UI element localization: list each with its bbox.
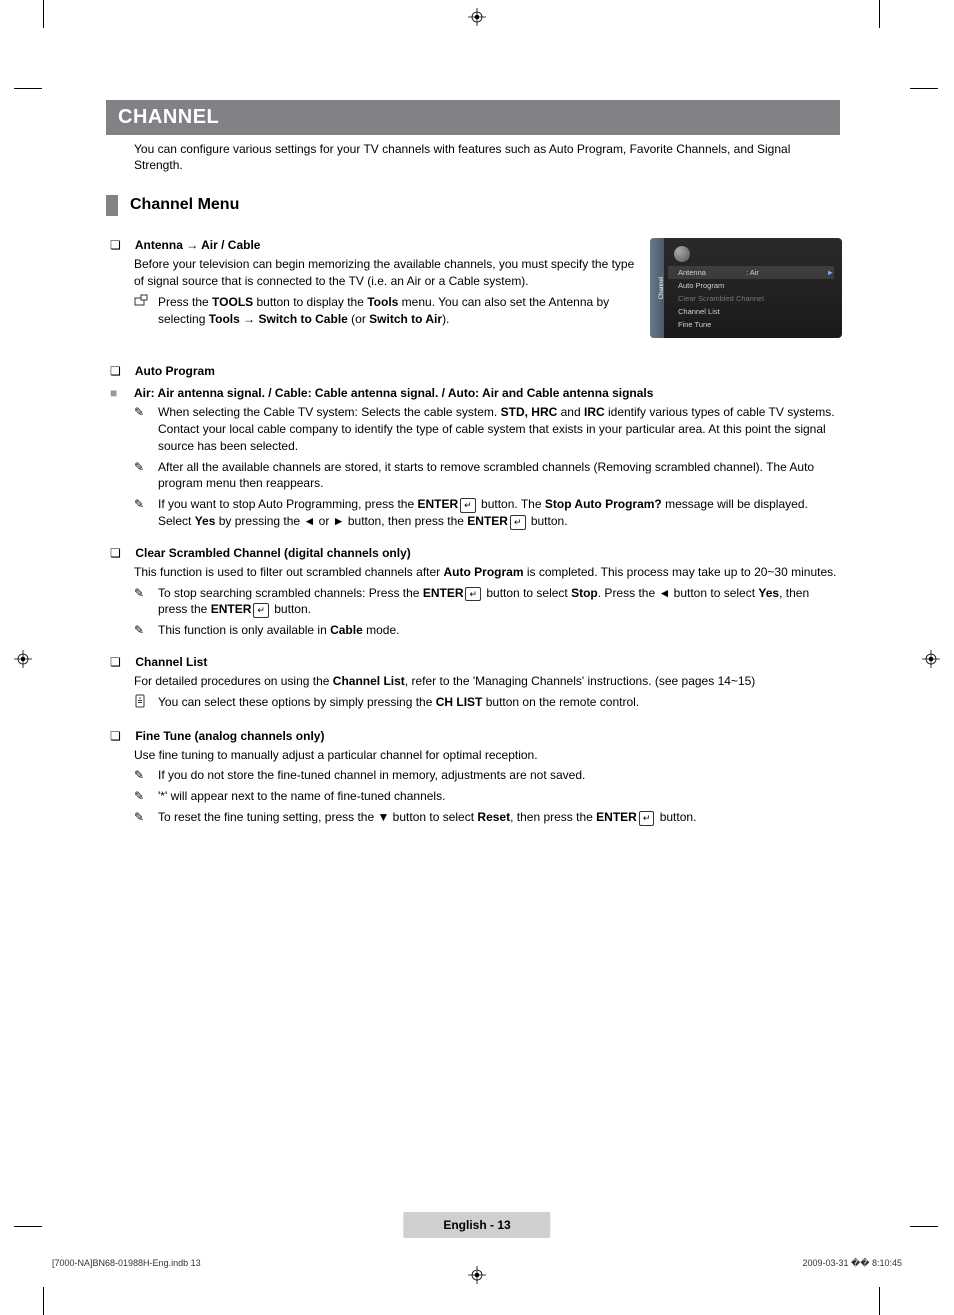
note-icon: ✎ <box>134 622 158 639</box>
item-channel-list: ❏ Channel List For detailed procedures o… <box>110 655 840 713</box>
registration-mark-icon <box>468 1266 486 1284</box>
note-text: If you want to stop Auto Programming, pr… <box>158 496 840 530</box>
enter-icon: ↵ <box>253 603 269 618</box>
item-title: Clear Scrambled Channel (digital channel… <box>135 546 410 560</box>
square-bullet-icon: ■ <box>110 386 134 400</box>
note-text: If you do not store the fine-tuned chann… <box>158 767 840 784</box>
registration-mark-icon <box>14 650 32 668</box>
item-fine-tune: ❏ Fine Tune (analog channels only) Use f… <box>110 729 840 826</box>
item-body: Before your television can begin memoriz… <box>134 256 639 290</box>
enter-icon: ↵ <box>460 498 476 513</box>
bullet-icon: ❏ <box>110 655 132 669</box>
item-body: Use fine tuning to manually adjust a par… <box>134 747 840 764</box>
item-body: For detailed procedures on using the Cha… <box>134 673 840 690</box>
item-clear-scrambled: ❏ Clear Scrambled Channel (digital chann… <box>110 546 840 639</box>
osd-preview: Channel Antenna : Air ► Auto Program Cle… <box>650 238 842 338</box>
note-icon: ✎ <box>134 404 158 454</box>
item-body: This function is used to filter out scra… <box>134 564 840 581</box>
page-footer: English - 13 <box>403 1212 550 1238</box>
item-antenna: ❏ Antenna → Air / Cable Before your tele… <box>110 238 840 348</box>
bullet-icon: ❏ <box>110 729 132 743</box>
note-text: When selecting the Cable TV system: Sele… <box>158 404 840 454</box>
subsection-heading: Channel Menu <box>106 195 840 216</box>
enter-icon: ↵ <box>510 515 526 530</box>
tool-icon <box>134 294 158 328</box>
enter-icon: ↵ <box>465 587 481 602</box>
note-text: To reset the fine tuning setting, press … <box>158 809 840 826</box>
item-auto-program: ❏ Auto Program ■ Air: Air antenna signal… <box>110 364 840 530</box>
note-text: After all the available channels are sto… <box>158 459 840 493</box>
section-intro: You can configure various settings for y… <box>134 141 840 173</box>
note-icon: ✎ <box>134 767 158 784</box>
note-icon: ✎ <box>134 809 158 826</box>
osd-channel-icon <box>674 246 690 262</box>
note-text: Press the TOOLS button to display the To… <box>158 294 654 328</box>
note-text: This function is only available in Cable… <box>158 622 840 639</box>
item-title: Fine Tune (analog channels only) <box>135 729 324 743</box>
osd-row-fine-tune: Fine Tune <box>668 318 834 331</box>
osd-row-clear-scrambled: Clear Scrambled Channel <box>668 292 834 305</box>
osd-row-channel-list: Channel List <box>668 305 834 318</box>
item-title-prefix: Antenna → <box>135 238 201 252</box>
print-info-left: [7000-NA]BN68-01988H-Eng.indb 13 <box>52 1258 201 1268</box>
remote-icon <box>134 694 158 713</box>
note-icon: ✎ <box>134 496 158 530</box>
registration-mark-icon <box>922 650 940 668</box>
note-icon: ✎ <box>134 585 158 619</box>
item-title: Auto Program <box>135 364 215 378</box>
osd-sidebar-label: Channel <box>659 277 665 299</box>
note-text: To stop searching scrambled channels: Pr… <box>158 585 840 619</box>
note-text: '*' will appear next to the name of fine… <box>158 788 840 805</box>
page-content: CHANNEL You can configure various settin… <box>110 100 840 842</box>
bullet-icon: ❏ <box>110 238 132 252</box>
registration-mark-icon <box>468 8 486 26</box>
sub-bullet-title: Air: Air antenna signal. / Cable: Cable … <box>134 386 840 400</box>
print-info-right: 2009-03-31 �� 8:10:45 <box>802 1258 902 1269</box>
bullet-icon: ❏ <box>110 546 132 560</box>
osd-row-auto-program: Auto Program <box>668 279 834 292</box>
section-heading: CHANNEL <box>106 100 840 135</box>
note-icon: ✎ <box>134 788 158 805</box>
osd-row-antenna: Antenna : Air ► <box>668 266 834 279</box>
bullet-icon: ❏ <box>110 364 132 378</box>
enter-icon: ↵ <box>639 811 655 826</box>
item-title-suffix: Air / Cable <box>201 238 260 252</box>
note-text: You can select these options by simply p… <box>158 694 840 713</box>
item-title: Channel List <box>135 655 207 669</box>
note-icon: ✎ <box>134 459 158 493</box>
